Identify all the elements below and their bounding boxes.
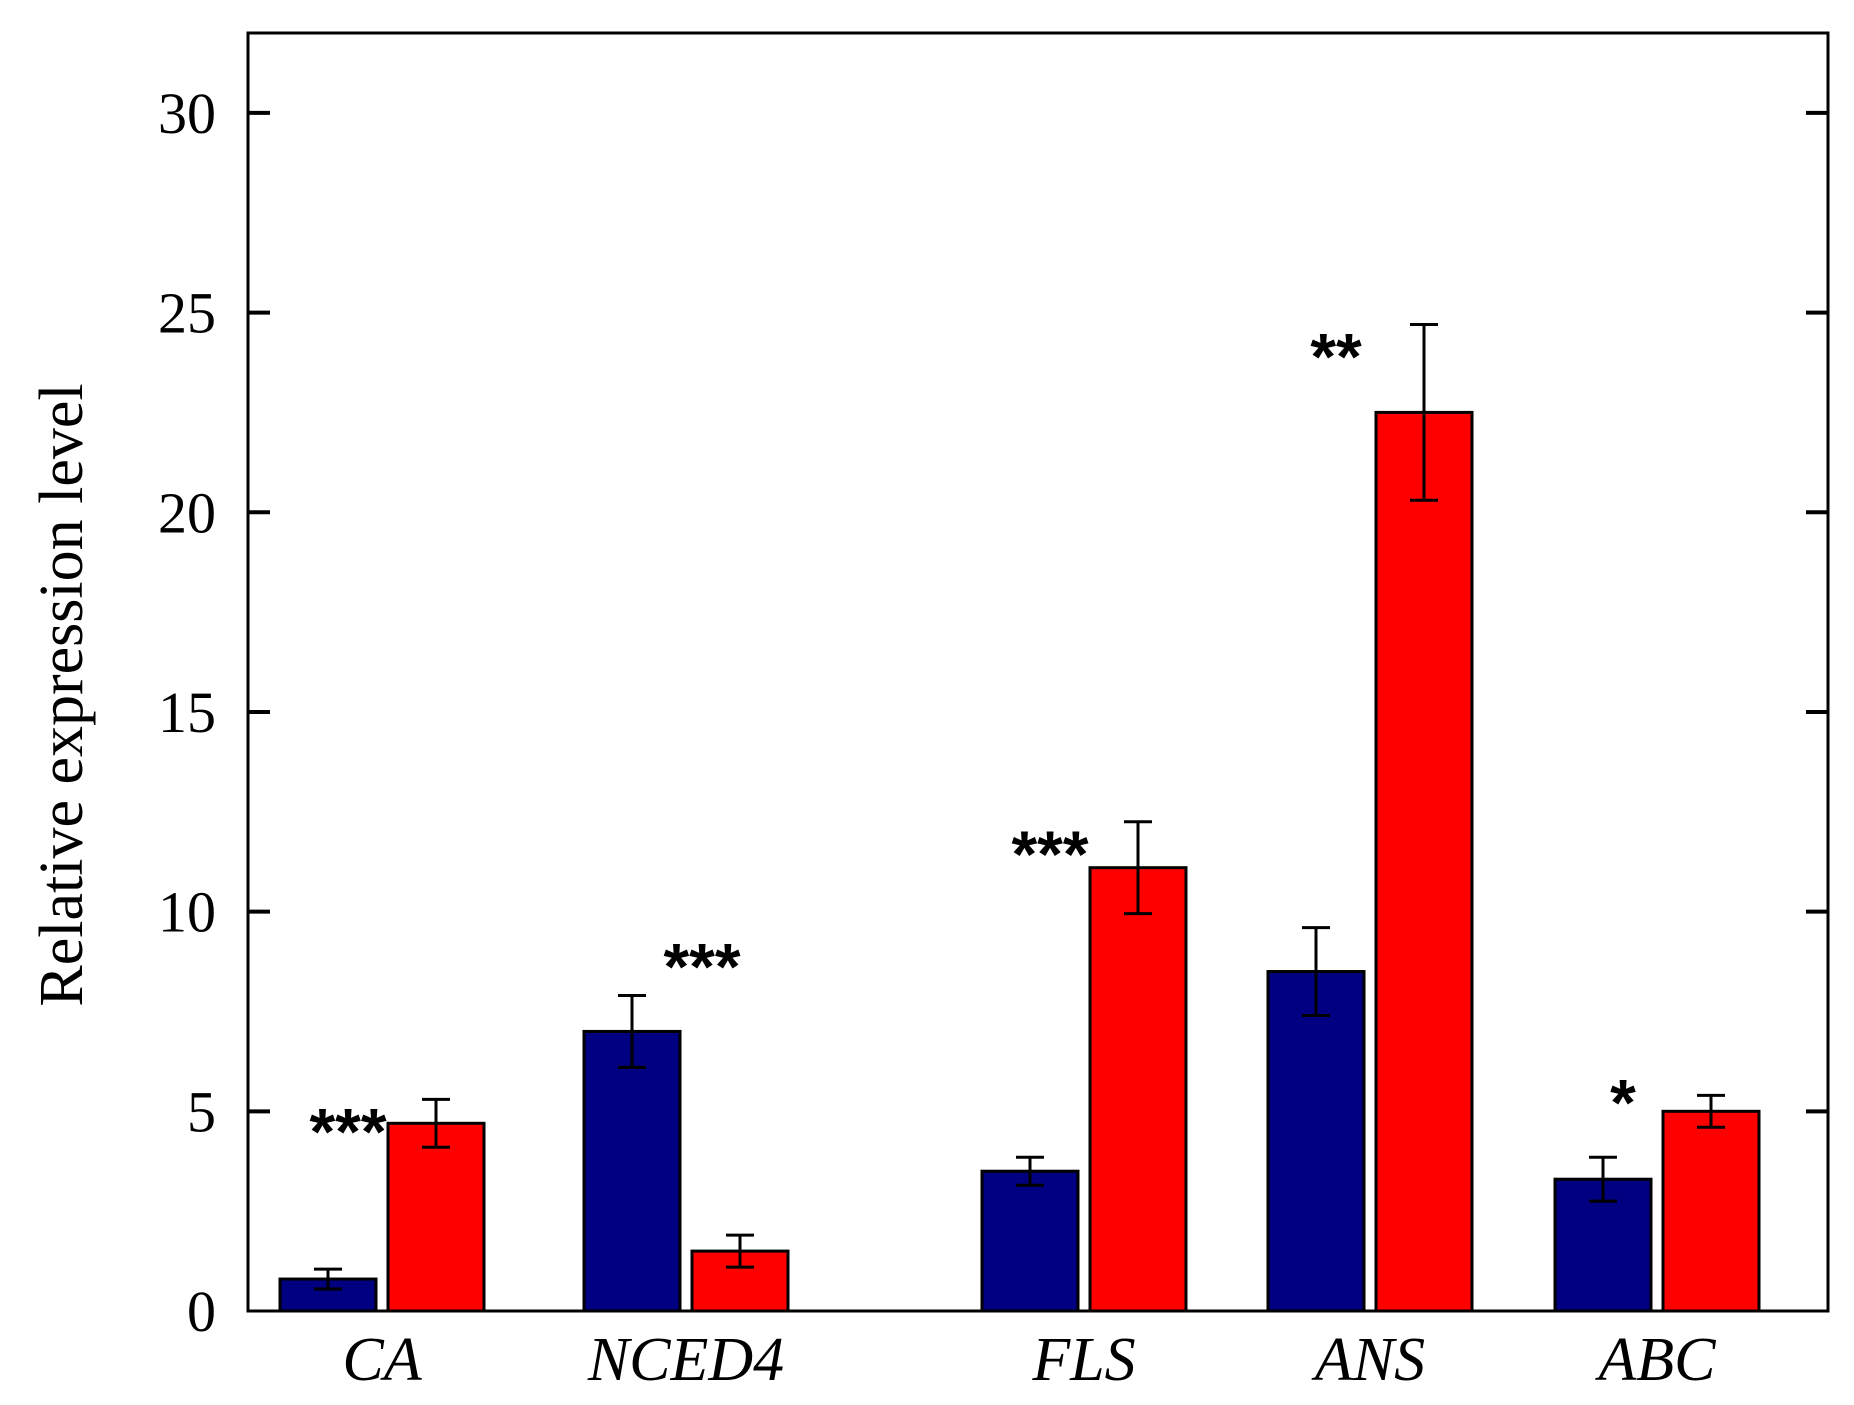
significance-ANS: ** (1310, 320, 1362, 394)
category-label-NCED4: NCED4 (587, 1326, 784, 1394)
bar-CA-series-1 (278, 1277, 378, 1313)
error-bars-layer (314, 323, 1725, 1291)
bar-ANS-series-1 (1266, 970, 1366, 1313)
y-axis-label: Relative expression level (28, 383, 96, 1006)
bars-layer (278, 410, 1761, 1313)
y-tick-label-20: 20 (158, 480, 216, 545)
category-label-FLS: FLS (1031, 1326, 1135, 1394)
category-labels-layer: CA NCED4 FLS ANS ABC (342, 1326, 1716, 1394)
bar-ABC-series-2 (1661, 1109, 1761, 1313)
y-tick-label-5: 5 (187, 1079, 216, 1144)
significance-NCED4: *** (663, 929, 740, 1003)
y-tick-label-10: 10 (158, 880, 216, 945)
bar-FLS-series-2 (1088, 866, 1188, 1313)
bar-FLS-series-1 (980, 1169, 1080, 1313)
y-tick-label-30: 30 (158, 81, 216, 146)
significance-layer: ************ (309, 320, 1636, 1169)
bar-CA-series-2 (386, 1121, 486, 1313)
plot-frame (246, 31, 1830, 1313)
y-tick-label-0: 0 (187, 1279, 216, 1344)
y-tick-label-15: 15 (158, 680, 216, 745)
significance-ABC: * (1610, 1065, 1636, 1139)
y-axis-ticks: 0 5 10 15 20 25 30 (158, 81, 1828, 1344)
bar-ANS-series-2 (1374, 410, 1474, 1313)
category-label-ABC: ABC (1594, 1326, 1716, 1394)
significance-FLS: *** (1011, 817, 1088, 891)
category-label-ANS: ANS (1311, 1326, 1425, 1394)
y-tick-label-25: 25 (158, 281, 216, 346)
bar-NCED4-series-1 (582, 1029, 682, 1313)
significance-CA: *** (309, 1094, 386, 1168)
category-label-CA: CA (342, 1326, 422, 1394)
